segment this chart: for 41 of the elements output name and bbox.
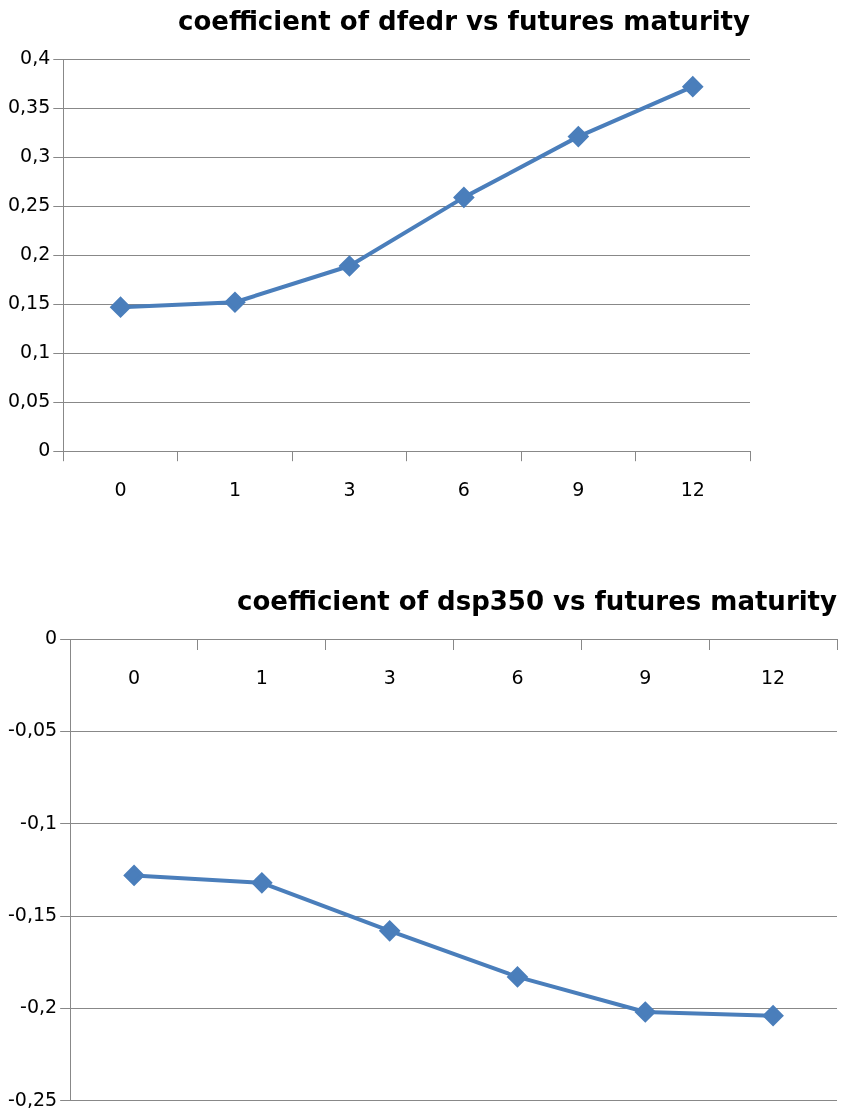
point: [339, 255, 360, 276]
x-tick-label: 6: [511, 665, 524, 688]
y-tick-label: -0,1: [20, 810, 58, 833]
point: [379, 920, 400, 941]
point: [507, 966, 528, 987]
point: [763, 1005, 784, 1026]
x-tick-label: 12: [761, 665, 786, 688]
x-tick-label: 3: [343, 477, 356, 500]
y-tick-label: -0,2: [20, 995, 58, 1018]
x-tick-label: 1: [228, 477, 242, 500]
point: [251, 872, 272, 893]
y-tick-label: 0,25: [7, 193, 51, 216]
y-tick-label: -0,05: [7, 718, 58, 741]
x-tick-label: 12: [680, 477, 705, 500]
x-tick-label: 0: [114, 477, 127, 500]
y-tick-label: 0,1: [20, 340, 51, 363]
y-tick-label: 0,05: [7, 389, 51, 412]
chart-title: coefficient of dsp350 vs futures maturity: [236, 586, 838, 617]
x-tick-label: 9: [572, 477, 585, 500]
y-tick-label: -0,25: [7, 1087, 58, 1110]
y-tick-label: 0,35: [7, 95, 51, 118]
point: [124, 865, 145, 886]
point: [635, 1002, 656, 1023]
x-tick-label: 0: [128, 665, 141, 688]
x-tick-label: 1: [255, 665, 268, 688]
y-tick-label: 0,2: [20, 242, 51, 265]
point: [453, 187, 474, 208]
point: [110, 297, 131, 318]
point: [224, 292, 245, 313]
y-tick-label: 0: [38, 438, 51, 461]
y-tick-label: 0,3: [20, 144, 51, 167]
y-tick-label: 0: [45, 626, 58, 649]
point: [682, 76, 703, 97]
y-tick-label: 0,15: [7, 291, 51, 314]
chart-title: coefficient of dfedr vs futures maturity: [177, 6, 751, 37]
point: [568, 126, 589, 147]
y-tick-label: 0,4: [20, 46, 51, 69]
x-tick-label: 6: [457, 477, 470, 500]
x-tick-label: 9: [639, 665, 652, 688]
y-tick-label: -0,15: [7, 902, 58, 925]
x-tick-label: 3: [383, 665, 396, 688]
